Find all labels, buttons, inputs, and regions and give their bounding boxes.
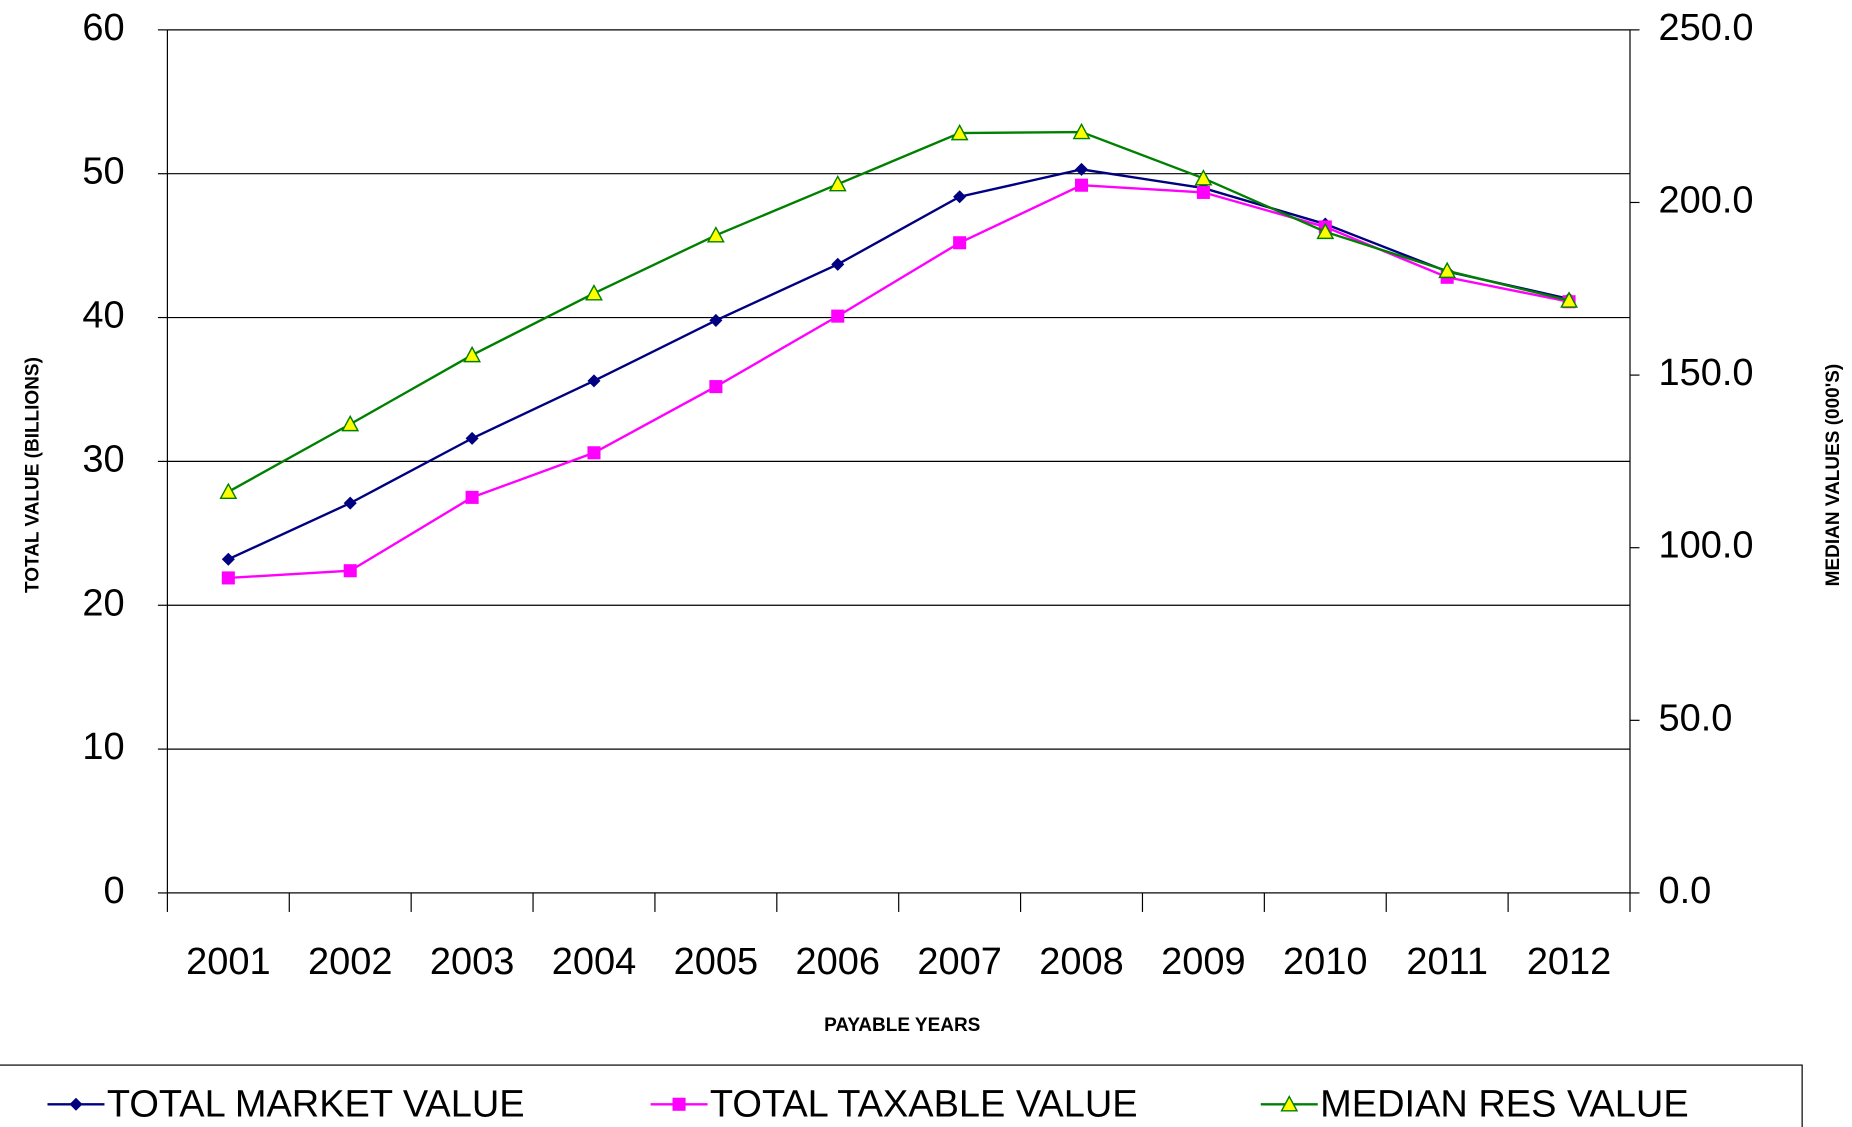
x-tick-label: 2001 [186,941,270,983]
series-line [227,130,1570,493]
legend-label: TOTAL TAXABLE VALUE [710,1084,1138,1126]
y-tick-label: 50 [82,151,124,193]
x-tick-label: 2003 [430,941,514,983]
marker [1316,222,1335,240]
x-tick-label: 2005 [674,941,758,983]
y2-axis-title: MEDIAN VALUES (000'S) [1823,364,1844,587]
marker [343,496,357,510]
marker [341,414,360,432]
y2-tick-label: 200.0 [1658,180,1753,222]
marker [1072,122,1091,140]
marker [343,564,357,578]
marker [585,284,603,301]
x-tick-label: 2002 [308,941,392,983]
y-tick-label: 10 [82,726,124,768]
y2-tick-label: 0.0 [1658,870,1711,912]
marker [1560,291,1578,308]
legend-box [0,1064,1803,1127]
marker [1194,169,1213,186]
marker [587,446,601,460]
x-tick-label: 2010 [1283,941,1367,983]
x-tick-label: 2004 [552,941,636,983]
y-tick-label: 20 [82,582,124,624]
series-line [227,168,1570,561]
marker [1280,1095,1299,1112]
x-tick-label: 2006 [796,941,880,983]
marker [463,345,482,363]
marker [1196,185,1210,199]
marker [709,380,723,394]
legend-label: TOTAL MARKET VALUE [107,1084,525,1126]
marker [1074,178,1089,192]
marker [953,236,967,250]
y-tick-label: 60 [82,7,124,49]
x-tick-label: 2012 [1527,941,1611,983]
series-line [228,184,1570,580]
y-tick-label: 30 [82,438,124,480]
marker [1438,261,1457,279]
marker [69,1097,83,1111]
marker [465,490,479,504]
marker [709,313,723,327]
x-tick-label: 2007 [917,941,1001,983]
marker [219,482,238,500]
x-tick-label: 2009 [1161,941,1245,983]
y-tick-label: 40 [82,295,124,337]
y2-tick-label: 150.0 [1658,352,1753,394]
y-axis-title: TOTAL VALUE (BILLIONS) [22,357,43,593]
y2-tick-label: 100.0 [1658,525,1753,567]
y2-tick-label: 250.0 [1658,7,1753,49]
marker [221,571,235,585]
legend-label: MEDIAN RES VALUE [1320,1084,1689,1126]
marker [831,309,845,323]
x-tick-label: 2011 [1406,941,1488,983]
x-axis-title: PAYABLE YEARS [824,1015,980,1036]
y2-tick-label: 50.0 [1658,697,1732,739]
y-tick-label: 0 [104,870,125,912]
marker [950,123,969,141]
marker [706,226,725,243]
marker [953,190,967,204]
x-tick-label: 2008 [1039,941,1123,983]
marker [672,1097,686,1111]
marker [465,431,479,445]
marker [828,174,847,192]
